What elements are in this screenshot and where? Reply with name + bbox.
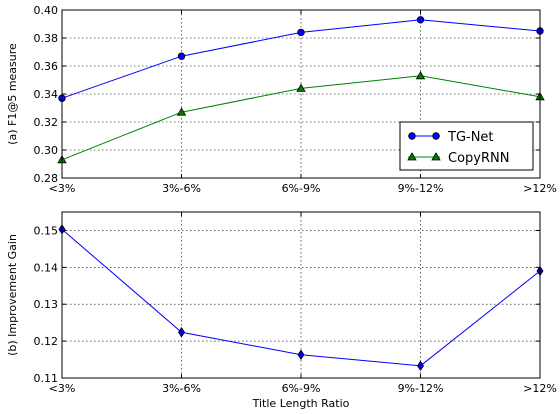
y-tick-label: 0.13 — [34, 298, 59, 311]
legend-marker — [432, 132, 440, 140]
y-tick-label: 0.15 — [34, 224, 59, 237]
y-tick-label: 0.12 — [34, 335, 59, 348]
chart-bottom: 0.11 0.12 0.13 0.14 0.15 <3% 3%-6% 6%-9% 9%-12% >… — [6, 211, 557, 410]
y-tick-label: 0.28 — [34, 172, 59, 185]
x-tick-label: 6%-9% — [282, 182, 321, 195]
plot-frame — [61, 211, 541, 379]
x-tick-label: >12% — [523, 382, 557, 395]
data-point — [297, 349, 305, 360]
data-point — [296, 83, 306, 92]
x-tick-label: 9%-12% — [398, 382, 444, 395]
x-tick-label: 3%-6% — [162, 382, 201, 395]
y-tick-label: 0.11 — [34, 372, 59, 385]
chart-top: 0.28 0.30 0.32 0.34 0.36 0.38 0.40 <3% 3%-6% 6%-9… — [6, 4, 557, 195]
data-point — [417, 360, 424, 372]
x-tick-label: <3% — [49, 382, 76, 395]
x-tick-label: 6%-9% — [282, 382, 321, 395]
data-point — [177, 52, 186, 60]
y-tick-label: 0.30 — [34, 144, 59, 157]
x-axis-label: Title Length Ratio — [252, 397, 350, 410]
y-axis-label: (b) Improvement Gain — [6, 234, 19, 356]
data-point — [178, 327, 185, 338]
y-tick-label: 0.14 — [34, 261, 59, 274]
plot-frame — [61, 9, 541, 179]
series-line-0 — [58, 224, 544, 372]
y-tick-label: 0.36 — [34, 60, 59, 73]
data-point — [176, 107, 187, 116]
data-point — [416, 16, 425, 24]
legend-marker — [408, 132, 416, 140]
legend-label: TG-Net — [447, 130, 494, 145]
y-tick-label: 0.40 — [34, 4, 59, 17]
legend-marker — [407, 152, 417, 161]
legend: TG-Net CopyRNN — [399, 121, 534, 171]
y-tick-label: 0.38 — [34, 32, 59, 45]
series-tg-net — [58, 16, 544, 102]
x-tick-label: 9%-12% — [398, 182, 444, 195]
data-point — [415, 70, 426, 80]
legend-label: CopyRNN — [448, 151, 509, 166]
y-tick-label: 0.34 — [34, 88, 59, 101]
x-tick-label: 3%-6% — [162, 182, 201, 195]
y-tick-label: 0.32 — [34, 116, 59, 129]
y-axis-label: (a) F1@5 measure — [6, 43, 19, 145]
legend-box — [399, 121, 534, 171]
legend-marker — [431, 152, 441, 161]
x-tick-label: >12% — [523, 182, 557, 195]
data-point — [297, 28, 305, 37]
x-tick-label: <3% — [49, 182, 76, 195]
